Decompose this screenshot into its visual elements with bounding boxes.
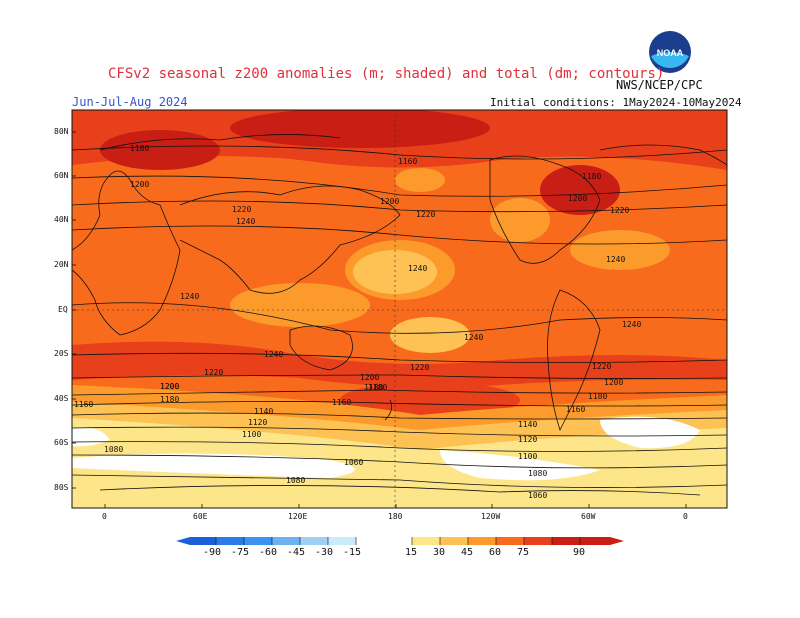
lon-label: 0 <box>683 512 688 521</box>
contour-label: 1180 <box>364 383 384 392</box>
contour-label: 1200 <box>380 197 400 206</box>
contour-label: 1240 <box>464 333 484 342</box>
contour-label: 1180 <box>130 144 150 153</box>
agency-label: NWS/NCEP/CPC <box>616 78 703 92</box>
colorbar <box>176 537 624 545</box>
season-label: Jun-Jul-Aug 2024 <box>72 95 188 109</box>
colorbar-label: -45 <box>287 547 306 558</box>
contour-label: 1200 <box>360 373 380 382</box>
colorbar-label: 45 <box>461 547 474 558</box>
contour-label: 1100 <box>518 452 538 461</box>
contour-label: 1240 <box>622 320 642 329</box>
lat-label: 60S <box>54 438 69 447</box>
initial-conditions: Initial conditions: 1May2024-10May2024 <box>490 96 742 109</box>
contour-label: 1220 <box>416 210 436 219</box>
contour-label: 1180 <box>588 392 608 401</box>
contour-label: 1100 <box>242 430 262 439</box>
lon-label: 60E <box>193 512 208 521</box>
contour-label: 1200 <box>604 378 624 387</box>
contour-label: 1060 <box>344 458 364 467</box>
lon-label: 0 <box>102 512 107 521</box>
colorbar-label: 15 <box>405 547 418 558</box>
contour-label: 1160 <box>398 157 418 166</box>
colorbar-label: 75 <box>517 547 530 558</box>
lat-label: 80S <box>54 483 69 492</box>
chart-title: CFSv2 seasonal z200 anomalies (m; shaded… <box>108 66 665 82</box>
colorbar-label: -60 <box>259 547 278 558</box>
contour-label: 1240 <box>236 217 256 226</box>
lat-label: 20N <box>54 260 69 269</box>
contour-label: 1240 <box>264 350 284 359</box>
contour-label: 1080 <box>528 469 548 478</box>
lat-label: 80N <box>54 127 69 136</box>
contour-label: 1120 <box>248 418 268 427</box>
contour-label: 1240 <box>408 264 428 273</box>
contour-label: 1220 <box>204 368 224 377</box>
contour-label: 1240 <box>180 292 200 301</box>
colorbar-label: -15 <box>343 547 362 558</box>
contour-label: 1140 <box>254 407 274 416</box>
contour-label: 1180 <box>368 383 388 392</box>
noaa-logo: NOAA <box>649 31 691 73</box>
contour-label: 1140 <box>518 420 538 429</box>
contour-label: 1080 <box>286 476 306 485</box>
contour-label: 1080 <box>104 445 124 454</box>
contour-label: 1180 <box>582 172 602 181</box>
lon-label: 180 <box>388 512 403 521</box>
contour-label: 1200 <box>568 194 588 203</box>
contour-label: 1160 <box>566 405 586 414</box>
lat-label: 20S <box>54 349 69 358</box>
lat-label: EQ <box>58 305 68 314</box>
contour-label: 1220 <box>232 205 252 214</box>
lon-label: 120W <box>481 512 501 521</box>
contour-label: 1160 <box>332 398 352 407</box>
colorbar-label: -75 <box>231 547 250 558</box>
lat-label: 40N <box>54 215 69 224</box>
colorbar-label: 30 <box>433 547 446 558</box>
colorbar-label: 60 <box>489 547 502 558</box>
contour-label: 1200 <box>160 382 180 391</box>
colorbar-label: -90 <box>203 547 222 558</box>
colorbar-label: -30 <box>315 547 334 558</box>
contour-label: 1220 <box>592 362 612 371</box>
contour-label: 1220 <box>410 363 430 372</box>
lon-label: 120E <box>288 512 308 521</box>
lat-label: 60N <box>54 171 69 180</box>
colorbar-label: 90 <box>573 547 586 558</box>
contour-label: 1240 <box>606 255 626 264</box>
contour-label: 1200 <box>160 382 180 391</box>
contour-label: 1060 <box>528 491 548 500</box>
contour-label: 1160 <box>74 400 94 409</box>
lon-label: 60W <box>581 512 596 521</box>
contour-label: 1180 <box>160 395 180 404</box>
contour-label: 1220 <box>610 206 630 215</box>
lat-label: 40S <box>54 394 69 403</box>
contour-label: 1120 <box>518 435 538 444</box>
contour-label: 1200 <box>130 180 150 189</box>
noaa-logo-text: NOAA <box>657 48 684 58</box>
